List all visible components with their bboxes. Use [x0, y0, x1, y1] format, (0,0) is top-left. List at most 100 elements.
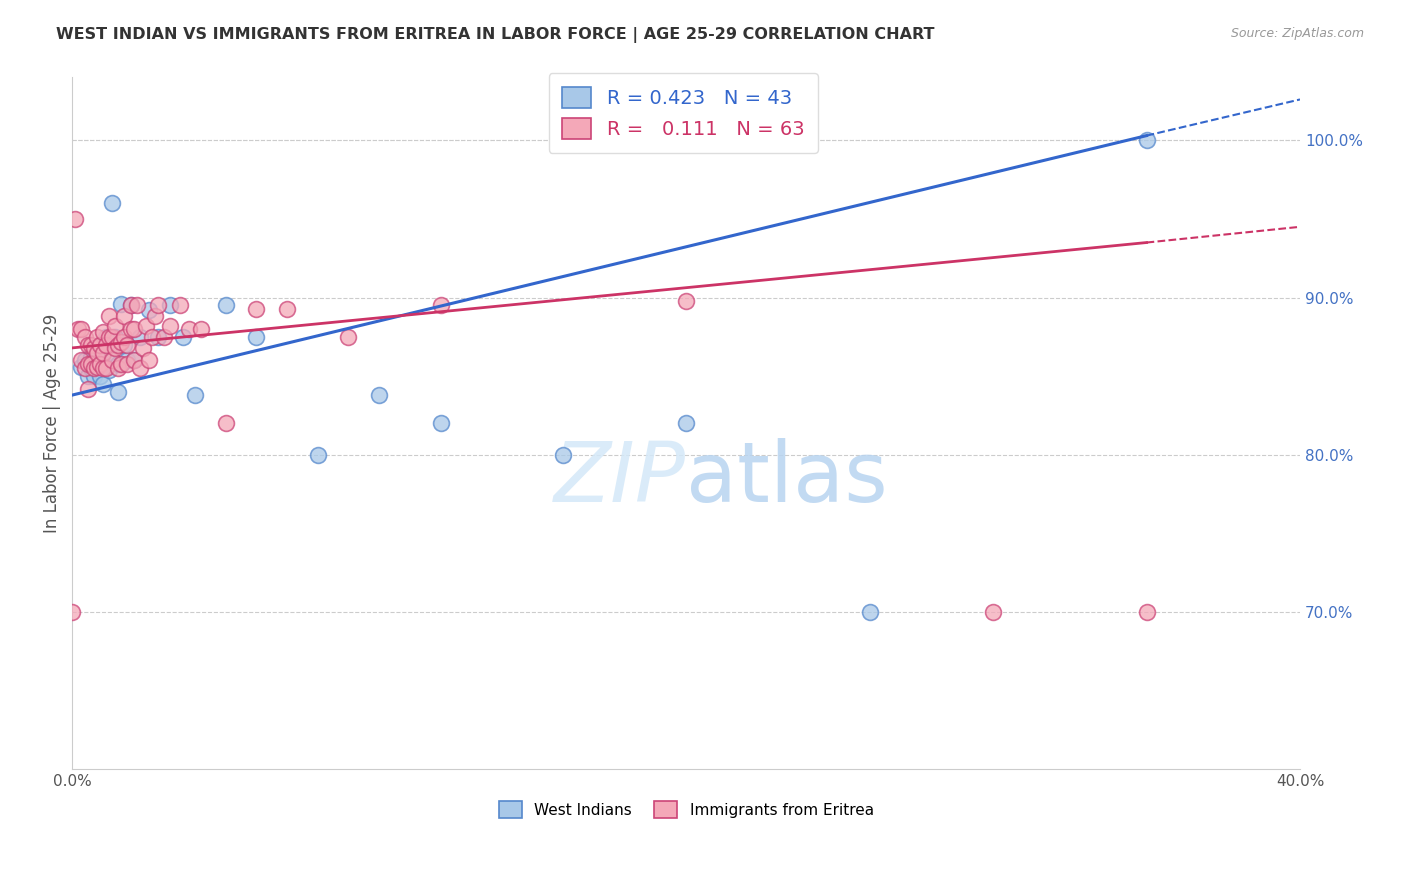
Point: [91, 361, 114, 376]
Point: [120, 322, 142, 336]
Point: [148, 330, 170, 344]
Point: [276, 301, 298, 316]
Point: [94, 330, 117, 344]
Point: [91, 325, 114, 339]
Point: [132, 341, 155, 355]
Point: [60, 605, 83, 619]
Point: [112, 330, 135, 344]
Point: [91, 357, 114, 371]
Point: [1135, 133, 1157, 147]
Point: [94, 337, 117, 351]
Point: [94, 359, 117, 374]
Point: [91, 377, 114, 392]
Point: [79, 351, 101, 365]
Point: [125, 298, 148, 312]
Legend: West Indians, Immigrants from Eritrea: West Indians, Immigrants from Eritrea: [492, 795, 880, 824]
Point: [368, 388, 391, 402]
Point: [86, 330, 108, 344]
Point: [107, 357, 129, 371]
Point: [177, 322, 200, 336]
Point: [245, 301, 267, 316]
Point: [169, 298, 191, 312]
Point: [98, 341, 121, 355]
Point: [70, 353, 93, 368]
Point: [135, 318, 157, 333]
Point: [107, 337, 129, 351]
Point: [122, 353, 145, 368]
Point: [153, 330, 176, 344]
Point: [110, 297, 132, 311]
Point: [76, 382, 98, 396]
Point: [76, 369, 98, 384]
Text: ZIP: ZIP: [554, 438, 686, 519]
Point: [86, 359, 108, 374]
Text: WEST INDIAN VS IMMIGRANTS FROM ERITREA IN LABOR FORCE | AGE 25-29 CORRELATION CH: WEST INDIAN VS IMMIGRANTS FROM ERITREA I…: [56, 27, 935, 43]
Point: [76, 357, 98, 371]
Point: [159, 298, 181, 312]
Point: [76, 337, 98, 351]
Point: [86, 359, 108, 374]
Point: [337, 330, 360, 344]
Point: [675, 293, 697, 308]
Point: [215, 298, 238, 312]
Point: [107, 361, 129, 376]
Point: [67, 322, 90, 336]
Point: [143, 310, 166, 324]
Point: [120, 298, 142, 312]
Point: [65, 211, 87, 226]
Point: [101, 330, 124, 344]
Text: Source: ZipAtlas.com: Source: ZipAtlas.com: [1230, 27, 1364, 40]
Point: [112, 310, 135, 324]
Point: [104, 330, 127, 344]
Point: [859, 605, 882, 619]
Point: [86, 345, 108, 359]
Point: [148, 298, 170, 312]
Point: [112, 337, 135, 351]
Point: [141, 330, 163, 344]
Point: [98, 310, 121, 324]
Point: [981, 605, 1004, 619]
Point: [101, 196, 124, 211]
Point: [675, 417, 697, 431]
Y-axis label: In Labor Force | Age 25-29: In Labor Force | Age 25-29: [44, 314, 60, 533]
Point: [73, 353, 96, 368]
Point: [117, 353, 139, 368]
Point: [184, 388, 207, 402]
Point: [307, 448, 329, 462]
Point: [98, 330, 121, 344]
Point: [117, 357, 139, 371]
Point: [89, 337, 111, 351]
Point: [79, 357, 101, 371]
Point: [120, 298, 142, 312]
Point: [553, 448, 575, 462]
Point: [159, 318, 181, 333]
Point: [128, 330, 150, 344]
Point: [110, 357, 132, 371]
Point: [107, 384, 129, 399]
Point: [138, 353, 160, 368]
Point: [1135, 605, 1157, 619]
Point: [190, 322, 212, 336]
Point: [101, 353, 124, 368]
Point: [91, 337, 114, 351]
Point: [138, 303, 160, 318]
Point: [128, 361, 150, 376]
Point: [89, 357, 111, 371]
Point: [86, 345, 108, 359]
Point: [98, 363, 121, 377]
Point: [429, 298, 451, 312]
Point: [89, 369, 111, 384]
Point: [91, 345, 114, 359]
Point: [429, 417, 451, 431]
Point: [104, 318, 127, 333]
Point: [83, 341, 105, 355]
Point: [94, 361, 117, 376]
Point: [215, 417, 238, 431]
Point: [110, 334, 132, 349]
Point: [83, 361, 105, 376]
Point: [73, 361, 96, 376]
Point: [172, 330, 194, 344]
Point: [79, 361, 101, 376]
Point: [101, 353, 124, 368]
Point: [122, 322, 145, 336]
